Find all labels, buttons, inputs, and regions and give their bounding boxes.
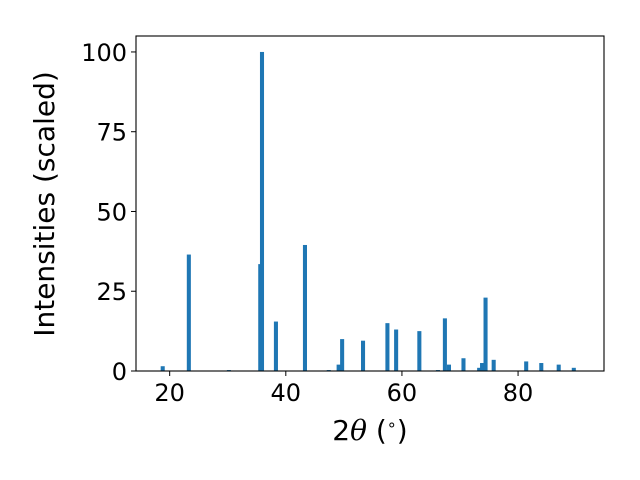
bar bbox=[571, 367, 576, 371]
bar bbox=[273, 321, 278, 371]
bar bbox=[477, 367, 482, 371]
bar bbox=[480, 363, 485, 371]
bar bbox=[340, 339, 345, 371]
x-axis: 20 40 60 80 bbox=[154, 371, 533, 407]
x-tick-label: 60 bbox=[387, 379, 418, 407]
bar bbox=[556, 364, 561, 371]
bars-group bbox=[160, 51, 576, 371]
bar bbox=[442, 318, 447, 371]
y-tick-label: 50 bbox=[96, 198, 127, 226]
x-tick-label: 40 bbox=[271, 379, 302, 407]
y-axis-label: Intensities (scaled) bbox=[28, 71, 61, 337]
y-tick-label: 75 bbox=[96, 119, 127, 147]
x-tick-label: 20 bbox=[154, 379, 185, 407]
bar bbox=[302, 244, 307, 371]
y-tick-label: 100 bbox=[81, 39, 127, 67]
bar bbox=[186, 254, 191, 371]
x-tick-label: 80 bbox=[503, 379, 534, 407]
bar bbox=[394, 329, 399, 371]
bar bbox=[524, 361, 529, 371]
bar bbox=[417, 331, 422, 371]
bar bbox=[259, 51, 265, 371]
bar bbox=[539, 363, 544, 371]
bar bbox=[160, 366, 165, 371]
x-axis-label: 2θ (∘) bbox=[332, 414, 407, 447]
y-tick-label: 0 bbox=[112, 358, 127, 386]
plot-frame bbox=[135, 35, 605, 372]
bar bbox=[483, 297, 488, 371]
bar bbox=[446, 364, 451, 371]
bar bbox=[461, 358, 466, 371]
y-tick-label: 25 bbox=[96, 278, 127, 306]
bar bbox=[491, 359, 496, 371]
y-axis: 0 25 50 75 100 bbox=[81, 39, 136, 386]
bar bbox=[385, 323, 390, 371]
bar bbox=[361, 340, 366, 371]
bar bbox=[336, 364, 341, 371]
